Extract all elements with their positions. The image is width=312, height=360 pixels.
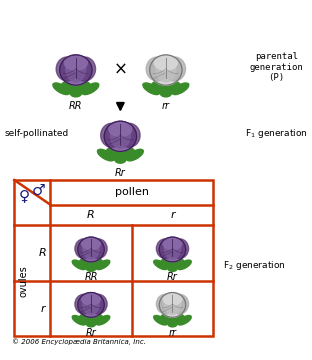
Ellipse shape (109, 122, 132, 136)
Ellipse shape (53, 83, 70, 95)
Ellipse shape (168, 320, 177, 327)
Ellipse shape (168, 265, 177, 271)
Ellipse shape (82, 237, 100, 249)
Ellipse shape (154, 315, 167, 325)
Ellipse shape (161, 257, 184, 268)
Text: ovules: ovules (19, 265, 29, 297)
Ellipse shape (96, 260, 110, 270)
Ellipse shape (70, 89, 81, 97)
Text: rr: rr (168, 328, 177, 338)
Ellipse shape (156, 294, 174, 314)
Ellipse shape (159, 237, 186, 262)
Ellipse shape (159, 293, 186, 317)
Text: Rr: Rr (167, 272, 178, 282)
Text: r: r (170, 210, 175, 220)
Ellipse shape (156, 57, 176, 82)
Ellipse shape (164, 294, 181, 315)
Ellipse shape (75, 294, 93, 314)
Ellipse shape (178, 260, 191, 270)
Ellipse shape (74, 57, 95, 81)
Text: rr: rr (162, 102, 170, 111)
Ellipse shape (86, 265, 96, 271)
Ellipse shape (163, 237, 182, 249)
Ellipse shape (160, 89, 172, 97)
Text: © 2006 Encyclopædia Britannica, Inc.: © 2006 Encyclopædia Britannica, Inc. (12, 338, 146, 345)
Text: pollen: pollen (115, 187, 149, 197)
Ellipse shape (86, 320, 96, 327)
Ellipse shape (127, 149, 143, 161)
Ellipse shape (171, 239, 188, 258)
Text: ♂: ♂ (32, 183, 46, 198)
Ellipse shape (146, 57, 168, 81)
Ellipse shape (150, 55, 182, 85)
Text: Rr: Rr (115, 168, 126, 178)
Ellipse shape (79, 312, 103, 324)
Text: RR: RR (69, 102, 83, 111)
Ellipse shape (89, 294, 107, 314)
Ellipse shape (171, 294, 188, 314)
Ellipse shape (78, 293, 104, 317)
Text: Rr: Rr (85, 328, 96, 338)
Ellipse shape (66, 57, 86, 82)
Ellipse shape (143, 83, 160, 95)
Ellipse shape (164, 239, 181, 259)
Ellipse shape (97, 149, 114, 161)
Ellipse shape (101, 123, 123, 147)
Ellipse shape (151, 79, 180, 93)
Text: F$_1$ generation: F$_1$ generation (245, 127, 308, 140)
Ellipse shape (72, 260, 86, 270)
Ellipse shape (118, 123, 140, 147)
Ellipse shape (164, 57, 186, 81)
Ellipse shape (156, 239, 174, 258)
Ellipse shape (61, 79, 90, 93)
Text: RR: RR (84, 272, 98, 282)
Ellipse shape (104, 121, 137, 152)
Ellipse shape (161, 312, 184, 324)
Ellipse shape (154, 260, 167, 270)
Ellipse shape (172, 83, 189, 95)
Ellipse shape (64, 55, 87, 70)
Text: R: R (39, 248, 46, 258)
Ellipse shape (78, 237, 104, 262)
Ellipse shape (56, 57, 78, 81)
Ellipse shape (82, 83, 99, 95)
Bar (14, 180, 213, 336)
Ellipse shape (106, 145, 135, 159)
Ellipse shape (154, 55, 177, 70)
Text: F$_2$ generation: F$_2$ generation (223, 259, 285, 272)
Ellipse shape (115, 155, 126, 163)
Ellipse shape (60, 55, 92, 85)
Ellipse shape (75, 239, 93, 258)
Ellipse shape (178, 315, 191, 325)
Text: parental
generation
(P): parental generation (P) (250, 52, 304, 82)
Text: ♀: ♀ (19, 188, 30, 203)
Text: self-pollinated: self-pollinated (5, 129, 69, 138)
Ellipse shape (83, 239, 99, 259)
Text: ×: × (114, 60, 127, 78)
Ellipse shape (96, 315, 110, 325)
Text: R: R (87, 210, 95, 220)
Ellipse shape (163, 293, 182, 305)
Ellipse shape (82, 293, 100, 305)
Ellipse shape (110, 123, 130, 148)
Ellipse shape (89, 239, 107, 258)
Ellipse shape (72, 315, 86, 325)
Ellipse shape (79, 257, 103, 268)
Text: r: r (40, 303, 45, 314)
Ellipse shape (83, 294, 99, 315)
